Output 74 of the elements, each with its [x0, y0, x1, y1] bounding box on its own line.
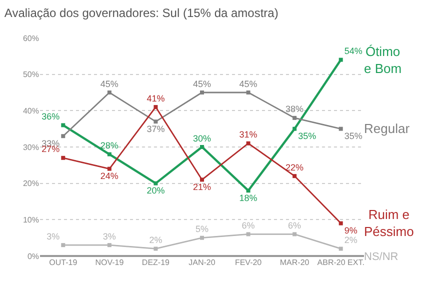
- data-label: 36%: [42, 111, 60, 122]
- point: [107, 90, 112, 94]
- data-label: 18%: [239, 192, 258, 203]
- data-label: 6%: [242, 220, 255, 230]
- point: [154, 246, 158, 251]
- point: [246, 90, 250, 94]
- data-label: 45%: [192, 78, 212, 89]
- data-label: 35%: [344, 131, 362, 142]
- series-label: Regular: [364, 121, 410, 136]
- data-label: 35%: [298, 131, 316, 142]
- point: [200, 90, 204, 94]
- y-tick-label: 0%: [27, 252, 39, 261]
- data-label: 3%: [46, 231, 60, 242]
- point: [246, 188, 250, 193]
- data-label: 30%: [192, 133, 212, 144]
- point: [61, 123, 66, 128]
- point: [292, 116, 297, 120]
- data-label: 20%: [146, 186, 165, 196]
- data-label: 5%: [195, 224, 209, 234]
- x-tick-label: JAN-20: [188, 258, 216, 267]
- data-label: 31%: [239, 130, 258, 140]
- point: [61, 134, 66, 138]
- point: [154, 120, 158, 124]
- point: [338, 58, 343, 62]
- point: [200, 178, 204, 182]
- point: [292, 126, 297, 131]
- data-label: 37%: [146, 124, 165, 134]
- x-tick-label: DEZ-19: [142, 258, 170, 267]
- chart-title: Avaliação dos governadores: Sul (15% da amostra): [4, 6, 278, 20]
- y-tick-label: 50%: [22, 70, 39, 80]
- data-label: 27%: [42, 144, 60, 154]
- y-tick-label: 30%: [22, 142, 39, 152]
- data-label: 22%: [286, 162, 304, 172]
- series-label: Ótimo e Bom: [364, 44, 402, 76]
- point: [200, 236, 204, 240]
- y-tick-label: 40%: [22, 106, 39, 116]
- data-label: 6%: [288, 220, 302, 230]
- point: [338, 246, 343, 251]
- point: [107, 152, 112, 156]
- x-tick-label: MAR-20: [280, 258, 310, 267]
- x-tick-label: FEV-20: [234, 258, 262, 267]
- point: [107, 166, 112, 171]
- point: [61, 156, 66, 160]
- y-tick-label: 10%: [22, 215, 39, 224]
- data-label: 41%: [146, 93, 165, 104]
- data-label: 38%: [286, 104, 304, 114]
- point: [107, 243, 112, 248]
- y-tick-label: 20%: [22, 179, 39, 188]
- x-tick-label: ABR-20 EXT.: [317, 258, 364, 267]
- point: [61, 243, 66, 248]
- point: [292, 174, 297, 178]
- x-tick-label: OUT-19: [49, 258, 78, 267]
- data-label: 28%: [100, 140, 118, 151]
- point: [292, 232, 297, 236]
- point: [200, 145, 204, 149]
- point: [154, 105, 158, 110]
- point: [246, 232, 250, 236]
- point: [246, 141, 250, 146]
- data-label: 24%: [100, 171, 118, 182]
- data-label: 45%: [100, 78, 118, 89]
- data-label: 45%: [239, 78, 258, 89]
- data-label: 3%: [102, 231, 116, 242]
- data-label: 21%: [192, 182, 212, 192]
- series-label: NS/NR: [364, 251, 398, 263]
- point: [338, 126, 343, 131]
- series-label: Ruim e Péssimo: [364, 207, 414, 239]
- x-tick-label: NOV-19: [95, 258, 124, 267]
- data-label: 2%: [149, 234, 162, 245]
- point: [154, 181, 158, 186]
- data-label: 54%: [344, 46, 362, 56]
- y-tick-label: 60%: [22, 34, 39, 43]
- data-label: 9%: [344, 226, 358, 236]
- point: [338, 221, 343, 226]
- data-label: 2%: [344, 234, 358, 245]
